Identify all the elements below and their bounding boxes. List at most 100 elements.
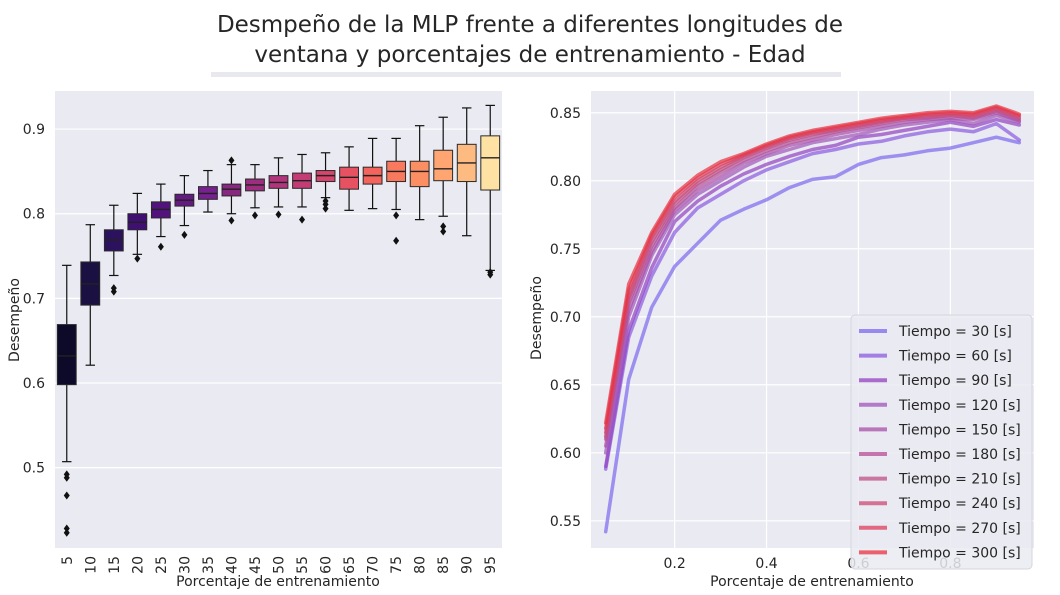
box-25 [150,183,171,251]
box-75 [386,137,407,245]
box-95 [480,104,501,279]
box-iqr [56,324,77,386]
outlier-point [181,230,188,239]
outlier-point [275,210,282,219]
line-panel: 0.550.600.650.700.750.800.85 0.20.40.60.… [529,91,1034,590]
line-series [603,104,1022,534]
legend-entry: Tiempo = 120 [s] [898,398,1021,414]
figure-title: Desmpeño de la MLP frente a diferentes l… [216,12,844,68]
y-tick-label: 0.9 [23,122,45,138]
x-tick-label: 20 [130,556,146,574]
outlier-point [487,270,494,279]
legend-entry: Tiempo = 90 [s] [898,373,1012,389]
box-iqr [480,135,501,191]
box-10 [80,224,101,366]
x-tick-label: 85 [436,556,452,574]
y-tick-label: 0.5 [23,461,45,477]
y-tick-label: 0.85 [550,106,581,122]
outlier-point [299,215,306,224]
legend-box [850,314,1033,570]
legend: Tiempo = 30 [s] Tiempo = 60 [s] Tiempo = 9… [850,314,1033,570]
y-tick-label: 0.75 [550,242,581,258]
x-tick-label: 25 [154,556,170,574]
box-iqr [339,166,359,190]
y-tick-label: 0.65 [550,378,581,394]
x-tick-label: 5 [60,556,76,565]
box-15 [103,204,124,296]
series-line-1 [603,135,1022,534]
legend-entry: Tiempo = 210 [s] [898,472,1021,488]
y-tick-label: 0.80 [550,174,581,190]
series-line-2 [603,121,1022,471]
outlier-point [134,254,141,263]
outlier-point [393,211,400,220]
x-tick-label: 75 [389,556,405,574]
x-tick-label: 55 [295,556,311,574]
boxplot-y-ticks: 0.5 0.6 0.7 0.8 0.9 [23,122,45,477]
box-iqr [221,183,242,197]
box-60 [315,152,336,213]
x-tick-label: 50 [272,556,288,574]
outlier-point [440,222,447,231]
x-tick-label: 70 [366,556,382,574]
line-y-axis-label: Desempeño [529,276,545,360]
box-20 [127,192,148,263]
outlier-point [110,287,117,296]
y-tick-label: 0.60 [550,446,581,462]
legend-entry: Tiempo = 270 [s] [898,521,1021,537]
x-tick-label: 65 [342,556,358,574]
outlier-point [63,473,70,482]
outlier-point [322,200,329,209]
box-iqr [433,149,454,182]
line-y-ticks: 0.55 0.60 0.65 0.70 0.75 0.80 0.85 [550,106,581,530]
box-70 [362,137,383,210]
box-65 [339,146,359,211]
box-85 [433,116,454,236]
legend-entry: Tiempo = 300 [s] [898,545,1021,561]
x-tick-label: 40 [224,556,240,574]
legend-entry: Tiempo = 150 [s] [898,422,1021,438]
y-tick-label: 0.55 [550,514,581,530]
outlier-point [63,491,70,500]
boxplot-x-axis-label: Porcentaje de entrenamiento [176,574,380,590]
box-80 [409,125,430,221]
x-tick-label: 0.2 [664,556,686,572]
boxplot-panel: 0.5 0.6 0.7 0.8 0.9 5 10 15 20 25 30 35 40 45 50 55 60 6… [7,91,502,590]
x-tick-label: 95 [483,556,499,574]
x-tick-label: 80 [413,556,429,574]
y-tick-label: 0.8 [23,207,45,223]
outlier-point [393,236,400,245]
box-90 [456,107,477,237]
y-tick-label: 0.7 [23,291,45,307]
boxplot-x-ticks: 5 10 15 20 25 30 35 40 45 50 55 60 65 70 75 80 85 90 95 [60,556,499,574]
box-45 [245,164,265,220]
outlier-point [63,528,70,537]
legend-entry: Tiempo = 240 [s] [898,496,1021,512]
x-tick-label: 60 [319,556,335,574]
outlier-point [228,156,235,165]
outlier-point [322,204,329,213]
series-line-10 [603,104,1022,425]
box-55 [292,153,312,224]
boxplot-y-axis-label: Desempeño [7,278,23,362]
x-tick-label: 0.4 [755,556,777,572]
y-tick-label: 0.70 [550,310,581,326]
title-underline [211,72,841,77]
outlier-point [228,216,235,225]
box-5 [56,264,77,537]
y-tick-label: 0.6 [23,376,45,392]
box-40 [221,156,242,225]
legend-entry: Tiempo = 180 [s] [898,447,1021,463]
box-iqr [409,160,430,188]
boxplot-boxes [56,104,501,537]
outlier-point [251,211,258,220]
x-tick-label: 35 [201,556,217,574]
x-tick-label: 15 [107,556,123,574]
x-tick-label: 90 [460,556,476,574]
x-tick-label: 30 [177,556,193,574]
box-50 [268,157,289,219]
box-30 [174,175,195,239]
outlier-point [440,227,447,236]
outlier-point [157,242,164,251]
